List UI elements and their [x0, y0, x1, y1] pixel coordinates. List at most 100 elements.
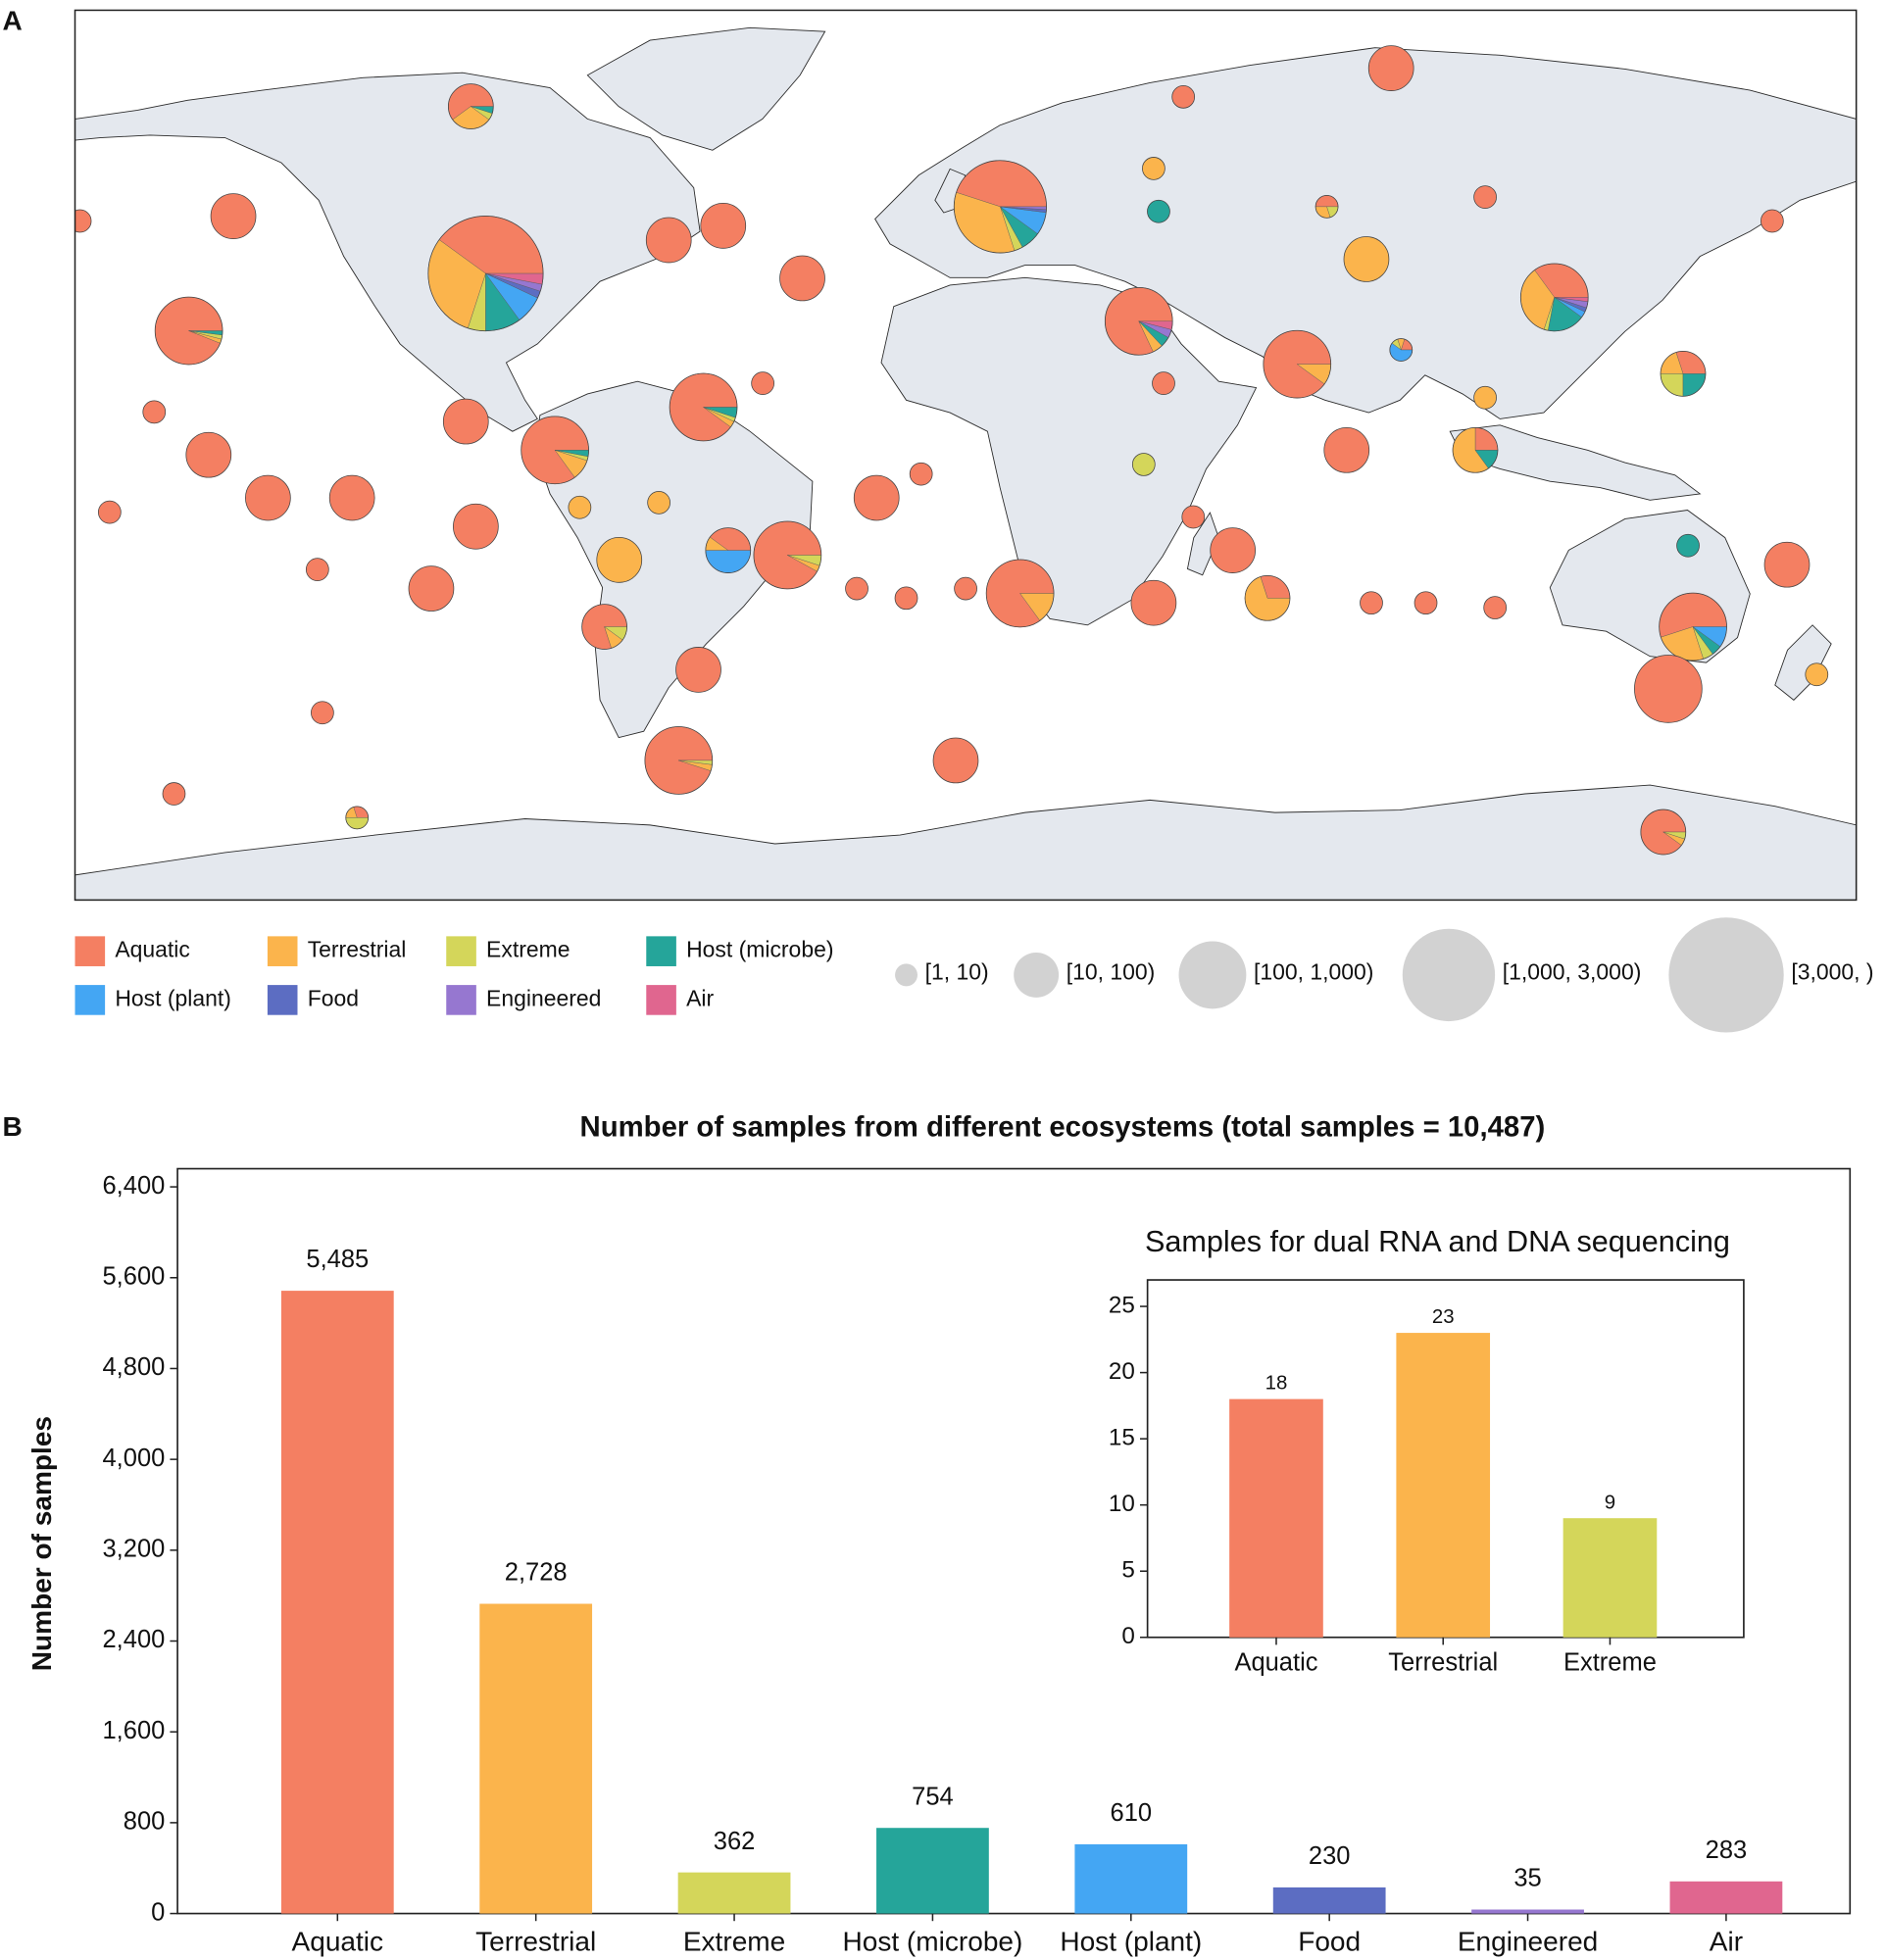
site-marker — [408, 565, 455, 612]
legend-label: Food — [308, 985, 359, 1010]
pie-wedge — [1171, 85, 1195, 109]
bar — [677, 1872, 791, 1914]
land — [1186, 512, 1219, 576]
pie-wedge — [1343, 236, 1389, 282]
site-marker — [1244, 574, 1291, 621]
chart-title: Number of samples from different ecosyst… — [580, 1110, 1546, 1143]
site-marker — [1181, 505, 1206, 529]
pie-wedge — [1483, 596, 1507, 619]
land — [74, 784, 1857, 901]
y-tick-label: 800 — [124, 1808, 166, 1836]
site-marker — [675, 647, 721, 693]
pie-wedge — [1368, 45, 1414, 91]
pie-wedge — [1805, 662, 1828, 686]
pie-wedge — [162, 782, 185, 806]
site-marker — [442, 398, 489, 445]
site-marker — [1343, 236, 1390, 282]
pie-wedge — [646, 218, 692, 263]
site-marker — [1389, 338, 1414, 362]
legend-label: Host (plant) — [115, 985, 231, 1010]
y-tick-label: 15 — [1109, 1425, 1135, 1451]
site-marker — [1414, 591, 1438, 615]
bar — [1669, 1881, 1783, 1914]
site-marker — [97, 500, 122, 524]
bar — [280, 1291, 394, 1914]
pie-wedge — [596, 537, 642, 583]
pie-wedge — [1210, 527, 1256, 573]
site-marker — [154, 296, 223, 366]
site-marker — [1130, 579, 1177, 626]
x-tick-label: Aquatic — [292, 1927, 384, 1957]
pie-wedge — [98, 501, 122, 524]
bar — [1229, 1398, 1323, 1638]
legend-swatch — [646, 985, 676, 1015]
site-marker — [1263, 329, 1332, 399]
site-marker — [142, 400, 167, 424]
bar — [876, 1828, 989, 1914]
site-marker — [1104, 286, 1173, 356]
pie-wedge — [311, 701, 334, 724]
value-label: 2,728 — [505, 1559, 568, 1587]
pie-wedge — [1764, 542, 1810, 588]
site-marker — [1367, 45, 1414, 91]
legend-label: Aquatic — [115, 937, 190, 962]
pie-wedge — [1676, 534, 1700, 558]
y-tick-label: 10 — [1109, 1491, 1135, 1517]
pie-wedge — [647, 491, 670, 514]
site-marker — [1761, 209, 1784, 233]
site-marker — [1171, 84, 1196, 109]
map-frame — [74, 9, 1858, 902]
land — [1449, 424, 1702, 501]
pie-wedge — [1142, 157, 1166, 180]
y-tick-label: 0 — [151, 1898, 165, 1926]
pie-wedge — [306, 558, 329, 581]
bar — [1074, 1843, 1188, 1914]
site-marker — [932, 737, 979, 784]
site-marker — [1315, 195, 1339, 219]
size-legend-label: [1,000, 3,000) — [1503, 959, 1642, 985]
x-tick-label: Host (microbe) — [842, 1927, 1022, 1957]
size-legend-label: [3,000, ) — [1791, 959, 1873, 985]
bar — [1396, 1333, 1491, 1638]
value-label: 9 — [1605, 1492, 1615, 1513]
legend-swatch — [446, 985, 476, 1015]
legend-swatch — [646, 936, 676, 966]
y-tick-label: 1,600 — [103, 1717, 166, 1744]
value-label: 362 — [714, 1828, 756, 1855]
y-tick-label: 4,000 — [103, 1445, 166, 1472]
site-marker — [1660, 351, 1707, 397]
size-legend-circle — [1402, 928, 1496, 1022]
pie-wedge — [1147, 200, 1170, 223]
bar — [1563, 1518, 1658, 1638]
site-marker — [305, 558, 329, 581]
bar — [1471, 1909, 1584, 1914]
site-marker — [1152, 371, 1175, 395]
site-marker — [162, 782, 186, 806]
pie-wedge — [1360, 591, 1383, 614]
site-marker — [1323, 426, 1370, 473]
site-marker — [1519, 263, 1589, 332]
size-legend-circle — [1014, 952, 1060, 998]
pie-wedge — [675, 647, 721, 693]
pie-wedge — [954, 577, 977, 601]
site-marker — [751, 371, 774, 395]
site-marker — [1763, 541, 1811, 588]
site-marker — [954, 576, 977, 601]
site-marker — [453, 503, 499, 550]
pie-wedge — [700, 203, 746, 249]
pie-wedge — [1130, 580, 1176, 626]
pie-wedge — [933, 737, 978, 783]
site-marker — [1473, 185, 1497, 209]
pie-wedge — [211, 193, 256, 239]
site-marker — [645, 217, 692, 264]
y-tick-label: 5 — [1121, 1557, 1134, 1584]
y-tick-label: 20 — [1109, 1358, 1135, 1385]
pie-wedge — [1761, 210, 1784, 232]
pie-wedge — [1132, 453, 1156, 476]
value-label: 23 — [1432, 1306, 1455, 1328]
chart-title: Samples for dual RNA and DNA sequencing — [1145, 1225, 1730, 1258]
pie-wedge — [1152, 371, 1175, 395]
site-marker — [210, 193, 257, 239]
site-marker — [328, 474, 375, 521]
